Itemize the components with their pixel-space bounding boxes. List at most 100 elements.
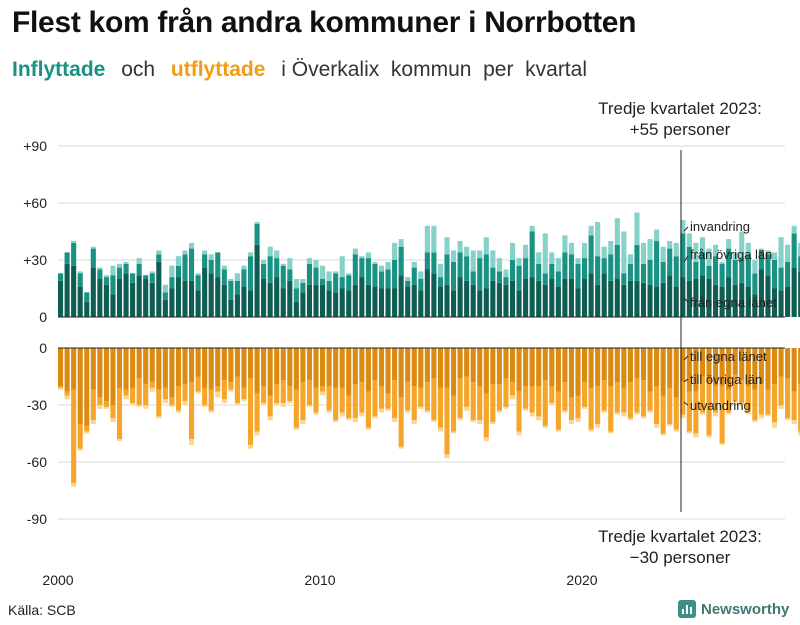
bar-out-abroad xyxy=(634,412,640,415)
ytick-top-90: +90 xyxy=(23,138,47,154)
bar-in-local xyxy=(143,279,149,317)
bar-in-abroad xyxy=(418,271,424,279)
bar-in-abroad xyxy=(261,260,267,264)
bar-in-region xyxy=(667,248,673,276)
bar-out-abroad xyxy=(320,391,326,396)
bar-out-local xyxy=(595,348,601,386)
bar-out-abroad xyxy=(483,437,489,442)
bar-in-region xyxy=(595,256,601,285)
bar-in-local xyxy=(274,277,280,317)
bar-in-abroad xyxy=(228,279,234,281)
annotation-top-line1: Tredje kvartalet 2023: xyxy=(598,99,762,118)
bar-in-region xyxy=(582,258,588,279)
legend-fran-ovriga-lan: från övriga län xyxy=(690,247,772,262)
bar-out-abroad xyxy=(745,410,751,415)
bar-out-region xyxy=(477,386,483,421)
bar-out-region xyxy=(444,387,450,455)
bar-out-abroad xyxy=(398,446,404,449)
bar-out-region xyxy=(699,376,706,413)
bar-in-abroad xyxy=(490,250,496,268)
bar-in-local xyxy=(457,277,463,317)
bar-in-region xyxy=(634,244,640,281)
bar-out-local xyxy=(90,348,96,390)
bar-in-local xyxy=(582,279,588,317)
brand-logo[interactable]: Newsworthy xyxy=(678,600,789,618)
bar-out-local xyxy=(673,348,679,398)
bar-out-region xyxy=(713,386,719,413)
bar-in-abroad xyxy=(359,256,365,259)
bar-out-region xyxy=(228,382,234,390)
bar-in-local xyxy=(726,277,732,317)
bar-out-local xyxy=(195,348,201,377)
bar-out-region xyxy=(189,382,195,440)
bar-out-local xyxy=(640,348,647,381)
bar-out-abroad xyxy=(673,429,679,432)
bar-in-local xyxy=(300,292,306,317)
bar-in-abroad xyxy=(798,242,800,257)
bar-in-region xyxy=(614,244,620,279)
bar-out-region xyxy=(509,382,516,396)
bar-in-region xyxy=(647,260,653,285)
bar-out-region xyxy=(398,397,404,447)
bar-out-local xyxy=(575,348,581,396)
legend-invandring: invandring xyxy=(690,219,750,234)
bar-out-abroad xyxy=(791,420,797,424)
bar-in-local xyxy=(536,280,542,317)
bar-out-region xyxy=(97,397,103,405)
annotation-bottom-line1: Tredje kvartalet 2023: xyxy=(598,527,762,546)
bar-out-local xyxy=(667,348,673,388)
bar-in-local xyxy=(90,267,96,317)
bar-out-region xyxy=(673,397,679,430)
bar-out-region xyxy=(90,389,96,421)
bar-out-abroad xyxy=(215,391,221,398)
bar-in-local xyxy=(339,288,345,317)
bar-in-abroad xyxy=(411,261,417,268)
bar-out-abroad xyxy=(654,424,660,428)
bar-in-local xyxy=(326,290,332,317)
bar-out-local xyxy=(536,348,542,386)
bar-out-abroad xyxy=(758,414,764,419)
bar-out-abroad xyxy=(143,405,149,409)
bar-in-abroad xyxy=(110,265,116,276)
bar-in-abroad xyxy=(713,244,719,257)
bar-in-region xyxy=(313,267,319,285)
bar-out-abroad xyxy=(582,406,588,409)
bar-out-abroad xyxy=(300,420,306,424)
bar-out-local xyxy=(339,348,345,388)
bar-in-local xyxy=(123,273,129,317)
bar-in-abroad xyxy=(254,222,260,224)
bar-in-local xyxy=(739,282,745,317)
bar-out-abroad xyxy=(221,399,227,404)
bar-out-local xyxy=(470,348,476,383)
bar-out-local xyxy=(503,348,509,379)
bar-in-region xyxy=(202,254,208,268)
bar-out-region xyxy=(621,387,627,413)
bar-in-abroad xyxy=(614,218,620,245)
bar-in-abroad xyxy=(523,244,529,259)
bar-in-abroad xyxy=(549,252,555,264)
bar-in-local xyxy=(116,279,123,317)
bar-in-local xyxy=(247,290,254,317)
bar-in-region xyxy=(84,292,90,302)
bar-in-local xyxy=(496,282,502,317)
legend-tick-fran-egna-lanet xyxy=(683,297,689,303)
bar-in-abroad xyxy=(555,258,561,272)
bar-in-region xyxy=(182,254,188,281)
bar-in-abroad xyxy=(189,242,195,249)
bar-in-local xyxy=(568,279,575,317)
bar-in-abroad xyxy=(339,256,345,278)
bar-in-region xyxy=(320,279,326,285)
bar-in-abroad xyxy=(582,242,588,259)
bar-in-region xyxy=(529,231,535,278)
bar-out-region xyxy=(680,382,686,415)
bar-out-region xyxy=(280,380,286,404)
bar-in-local xyxy=(378,288,385,317)
bar-out-abroad xyxy=(457,418,463,421)
bar-out-abroad xyxy=(647,410,653,413)
bar-out-abroad xyxy=(378,408,385,413)
chart-title: Flest kom från andra kommuner i Norrbott… xyxy=(12,6,637,39)
bar-out-region xyxy=(739,380,745,404)
bar-out-local xyxy=(116,348,123,388)
bar-out-abroad xyxy=(234,403,240,405)
bar-out-local xyxy=(326,348,332,386)
